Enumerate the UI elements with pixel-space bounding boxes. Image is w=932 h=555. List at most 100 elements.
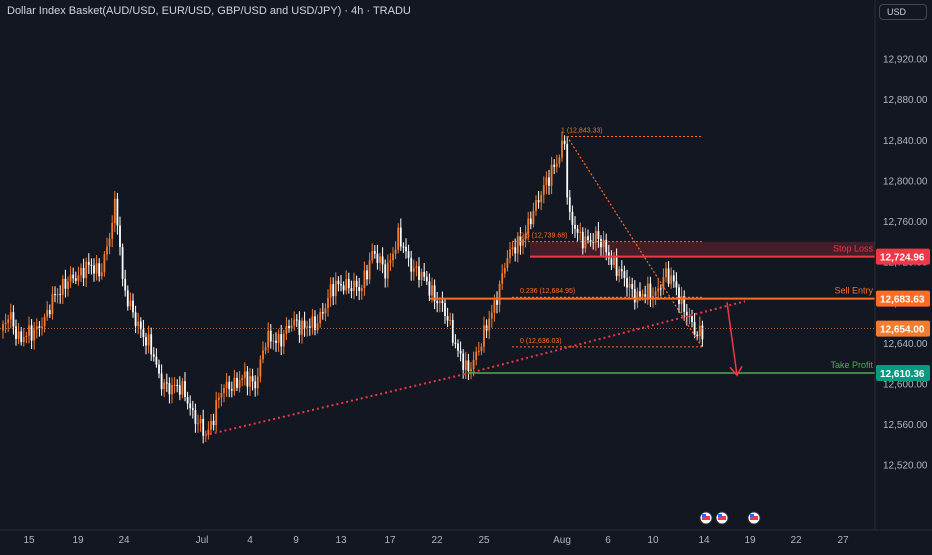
candle-body [22,337,25,343]
candle-body [506,258,509,268]
candle-body [457,343,459,351]
candle-body [280,334,283,347]
candle-body [444,303,446,317]
candle-body [576,228,579,233]
candle-body [480,346,483,351]
candle-body [67,281,69,289]
trend-line-lower[interactable] [204,372,469,437]
economic-events[interactable] [699,511,761,525]
candle-body [171,385,173,395]
candle-body [150,334,153,355]
candle-body [392,253,394,261]
candle-body [376,253,379,263]
candle-body [418,266,420,281]
candle-body [641,294,644,297]
candle-body [178,385,181,395]
candle-body [288,325,290,329]
take-profit-price-badge[interactable] [876,364,930,381]
flag-canton-icon [750,514,754,517]
candle-body [72,274,75,279]
candle-body [12,312,15,327]
candle-body [558,157,561,164]
candle-body [319,311,322,324]
candle-body [548,177,550,186]
time-axis[interactable]: 15 19 24 Jul 4 9 13 17 22 25 Aug 6 10 14 19 22 27 [0,529,932,546]
candle-body [194,410,197,424]
current-price-price-badge-text: 12,654.00 [880,325,925,336]
price-tick-label: 12,520.00 [883,461,928,472]
candle-body [46,310,49,317]
candle-body [415,266,418,268]
projection-arrow[interactable] [726,302,738,376]
candle-body [7,319,10,323]
candle-body [212,420,215,426]
candle-body [566,144,569,198]
candle-body [496,300,498,305]
time-tick-label: 24 [118,535,130,546]
candle-body [503,267,506,274]
candles-group [2,131,704,444]
current-price-price-badge[interactable] [876,320,930,337]
candle-body [129,300,132,307]
candle-body [678,287,680,305]
sell-entry-price-badge[interactable] [876,290,930,307]
fib-label-1: 1 (12,843.33) [561,127,603,134]
candle-body [267,330,270,348]
candle-body [438,300,441,304]
candle-body [306,326,309,328]
sell-entry-price-badge-text: 12,683.63 [880,295,925,306]
candle-body [568,197,571,212]
time-tick-label: Jul [196,535,209,546]
currency-button[interactable]: USD [879,4,927,20]
candle-body [275,340,277,343]
candle-body [399,227,402,247]
candle-body [191,408,194,411]
candle-body [199,418,202,424]
candle-body [142,329,145,338]
candle-body [587,236,589,241]
candle-body [631,283,634,289]
price-tick-label: 12,920.00 [883,55,928,66]
candle-body [446,316,449,321]
time-tick-label: 14 [698,535,710,546]
candle-body [693,322,696,335]
candle-body [77,275,80,281]
candle-body [597,231,600,239]
candle-body [264,347,267,351]
candle-body [225,381,228,388]
candle-body [181,381,184,395]
time-tick-label: 17 [384,535,396,546]
candle-body [137,321,140,326]
candle-body [324,308,327,314]
candle-body [665,268,667,278]
time-tick-label: 13 [335,535,347,546]
candle-body [51,294,54,315]
candle-body [197,423,199,425]
candle-body [581,231,584,249]
candle-body [639,291,641,297]
candle-body [2,324,4,331]
candle-body [61,278,64,295]
fib-label-0-5: 0.5 (12,739.68) [520,233,567,240]
candle-body [15,326,17,339]
candle-body [451,319,454,343]
stop-loss-price-badge[interactable] [876,248,930,265]
candle-body [327,297,329,309]
candle-body [672,275,675,282]
candle-body [381,256,384,265]
price-axis[interactable]: 12,520.00 12,560.00 12,600.00 12,640.00 12,6… [874,0,932,550]
candle-body [220,393,223,398]
candle-body [168,383,171,395]
candle-body [345,279,348,291]
candle-body [272,340,275,342]
price-tick-label: 12,840.00 [883,136,928,147]
candle-body [670,275,673,284]
candle-body [574,224,576,229]
fib-diagonal[interactable] [566,136,703,348]
take-profit-label: Take Profit [830,360,873,370]
stop-loss-zone[interactable] [530,241,875,257]
candle-body [360,288,363,292]
time-tick-label: Aug [553,535,571,546]
